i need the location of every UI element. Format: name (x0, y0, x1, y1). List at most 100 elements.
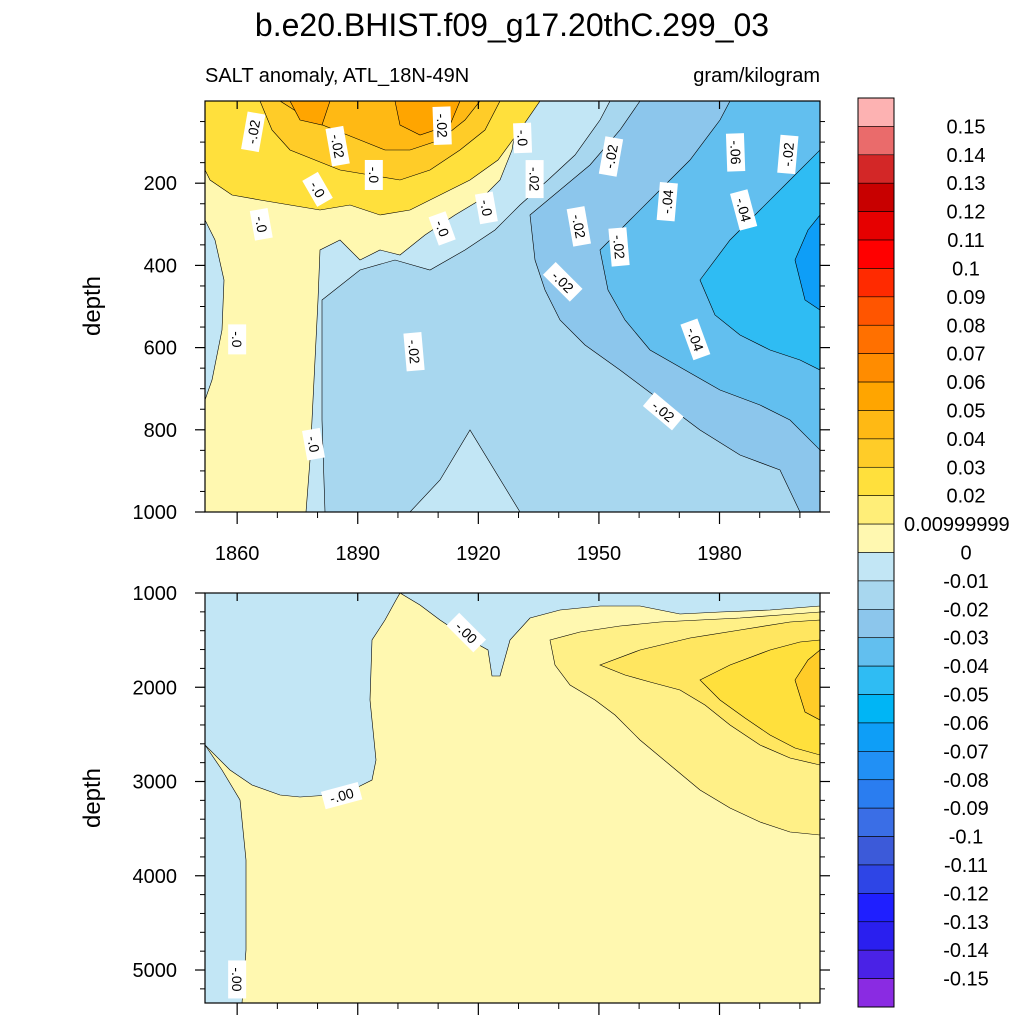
upper-contour-label-box (513, 122, 533, 154)
upper-contour-label: -.04 (730, 189, 758, 231)
upper-contour-label-box (302, 427, 325, 461)
lower-y-tick-label: 1000 (133, 583, 178, 605)
colorbar-swatch (857, 353, 895, 383)
upper-y-axis-title: depth (79, 276, 106, 336)
upper-contour-label-box (777, 134, 799, 175)
colorbar-swatch (857, 211, 895, 241)
colorbar-label: 0.15 (947, 116, 986, 138)
colorbar-label: 0 (960, 543, 971, 565)
colorbar-label: -0.14 (943, 940, 989, 962)
colorbar-swatch (857, 609, 895, 639)
colorbar-label: -0.06 (943, 713, 989, 735)
upper-contour-label: -.02 (403, 331, 425, 372)
colorbar-labels: 0.15 0.14 0.13 0.12 0.11 0.1 0.09 0.08 0.07 0.06 0… (904, 116, 1010, 990)
upper-contour-label-box (403, 331, 425, 372)
lower-contour-label-text: -.00 (229, 967, 245, 991)
upper-x-ticks (236, 101, 801, 524)
colorbar-swatch (857, 324, 895, 354)
upper-contour-label-box (642, 392, 684, 431)
upper-contour-label-text: -.04 (658, 189, 676, 215)
upper-contour-label-text: -.0 (252, 215, 271, 234)
colorbar-label: -0.08 (943, 770, 989, 792)
colorbar-label: 0.03 (947, 457, 986, 479)
lower-band-yellow-4 (794, 649, 820, 721)
upper-contour-label-box (730, 189, 758, 231)
upper-contour-label-box (228, 324, 247, 355)
lower-contour-label-box (320, 782, 363, 810)
units-subtitle: gram/kilogram (693, 65, 820, 87)
x-tick-label: 1980 (697, 543, 742, 565)
colorbar-swatch (857, 978, 895, 1008)
upper-contour-label-box (364, 159, 383, 190)
lower-band-light-blue-left (205, 593, 401, 798)
upper-contour-label-text: -.0 (307, 178, 329, 200)
colorbar-label: -0.03 (943, 628, 989, 650)
upper-contour-label: -.0 (302, 427, 325, 461)
colorbar-label: -0.13 (943, 912, 989, 934)
colorbar-label: -0.04 (943, 656, 989, 678)
colorbar-label: 0.06 (947, 372, 986, 394)
upper-contour-label-box (249, 207, 273, 241)
colorbar-label: 0.14 (947, 145, 986, 167)
lower-x-ticks (236, 593, 801, 1015)
colorbar-swatch (857, 949, 895, 979)
upper-contour-label-box (542, 262, 583, 302)
lower-contour-label-text: -.00 (328, 785, 356, 807)
colorbar-frame (857, 97, 895, 1008)
upper-contour-label-text: -.02 (243, 118, 263, 145)
upper-contour-label: -.0 (474, 191, 498, 225)
lower-band-yellow-3 (699, 639, 820, 756)
upper-contour-label-box (598, 136, 624, 177)
colorbar-label: 0.11 (947, 230, 984, 252)
colorbar-label: -0.05 (943, 685, 989, 707)
upper-contour-label: -.02 (598, 136, 624, 177)
lower-contour-labels: -.00-.00-.00 (228, 612, 487, 999)
upper-contour-label-text: -.02 (610, 234, 628, 260)
colorbar (857, 97, 895, 1008)
upper-contour-label-text: -.0 (477, 198, 496, 217)
x-tick-label: 1950 (577, 543, 622, 565)
lower-y-tick-label: 5000 (133, 960, 178, 982)
upper-contour-label-text: -.04 (733, 196, 755, 224)
upper-contour-label-text: -.0 (514, 130, 531, 147)
x-tick-labels: 1860 1890 1920 1950 1980 (215, 543, 742, 565)
upper-contour-label: -.06 (725, 133, 746, 172)
left-subtitle: SALT anomaly, ATL_18N-49N (205, 65, 469, 87)
upper-contour-label-box (325, 125, 350, 167)
upper-y-tick-label: 200 (144, 173, 177, 195)
colorbar-label: -0.07 (943, 741, 989, 763)
upper-panel: 1860 1890 1920 1950 1980 200 400 600 800 1000 -.… (79, 100, 830, 565)
colorbar-swatch (857, 410, 895, 440)
colorbar-swatch (857, 694, 895, 724)
lower-band-light-blue-bottom-left (205, 744, 247, 1003)
upper-contour-label-box (474, 191, 498, 225)
colorbar-swatch (857, 97, 895, 127)
lower-y-tick-label: 4000 (133, 866, 178, 888)
lower-y-tick-labels: 1000 2000 3000 4000 5000 (133, 583, 178, 982)
upper-contour-label: -.02 (566, 206, 591, 247)
upper-contour-label-box (525, 160, 544, 199)
colorbar-label: 0.13 (947, 173, 986, 195)
lower-contour-label-box (446, 612, 487, 653)
colorbar-swatch (857, 466, 895, 496)
colorbar-label: 0.07 (947, 344, 986, 366)
upper-contour-label-text: -.02 (328, 133, 348, 160)
x-tick-label: 1920 (456, 543, 501, 565)
x-tick-label: 1860 (215, 543, 260, 565)
colorbar-swatch (857, 779, 895, 809)
upper-contour-label-box (725, 133, 746, 172)
upper-contour-label: -.0 (302, 171, 333, 207)
upper-contour-label-text: -.02 (779, 142, 797, 168)
upper-contour-label-text: -.0 (366, 167, 382, 184)
colorbar-swatch (857, 722, 895, 752)
colorbar-label: 0.00999999 (904, 514, 1010, 536)
upper-contour-label-box (680, 318, 711, 361)
upper-contour-label-box (432, 106, 452, 145)
colorbar-label: -0.1 (949, 827, 983, 849)
upper-y-tick-label: 1000 (133, 502, 178, 524)
colorbar-label: 0.04 (947, 429, 986, 451)
colorbar-swatch (857, 836, 895, 866)
colorbar-label: -0.02 (943, 599, 989, 621)
